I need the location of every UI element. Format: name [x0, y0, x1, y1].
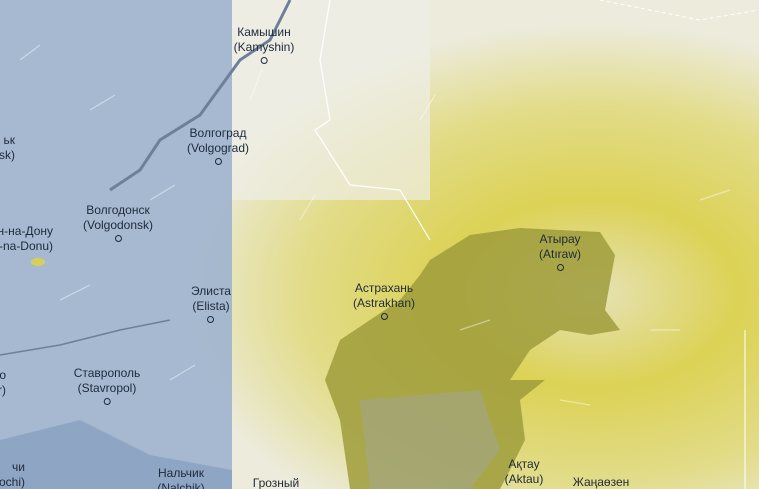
aerosol-spot — [31, 258, 45, 266]
city-name-en: (Volgograd) — [186, 141, 250, 155]
city-kamyshin[interactable]: Камышин (Kamyshin) — [233, 25, 295, 64]
city-marker-icon — [114, 235, 122, 242]
city-name-ru: Камышин — [237, 25, 291, 39]
city-grozny[interactable]: Грозный — [253, 476, 300, 489]
city-marker-icon — [556, 264, 564, 271]
city-name-ru: Грозный — [252, 476, 300, 489]
city-atyrau[interactable]: Атырау (Atıraw) — [539, 232, 581, 271]
city-sochi[interactable]: чи ochi) — [0, 460, 25, 489]
city-name-ru: о — [0, 368, 6, 382]
left-panel-overlay — [0, 0, 232, 489]
wind-streaks — [19, 44, 731, 406]
city-marker-icon — [207, 316, 215, 323]
border-line — [314, 0, 431, 241]
city-name-en: sk) — [0, 148, 15, 162]
city-volgodonsk[interactable]: Волгодонск (Volgodonsk) — [83, 203, 153, 242]
city-marker-icon — [260, 57, 268, 64]
mountains — [0, 420, 232, 489]
city-shakhty[interactable]: ьк sk) — [0, 133, 15, 163]
city-name-ru: Ақтау — [508, 457, 540, 471]
city-zhanaozen[interactable]: Жаңаөзен — [573, 475, 630, 489]
city-name-en: (Stavropol) — [77, 381, 137, 395]
city-name-ru: н-на-Дону — [0, 224, 53, 238]
city-elista[interactable]: Элиста (Elista) — [191, 284, 231, 323]
city-name-ru: Астрахань — [354, 281, 414, 295]
city-name-en: (Volgodonsk) — [82, 218, 154, 232]
city-name-en: (Astrakhan) — [352, 296, 416, 310]
city-name-ru: Ставрополь — [73, 366, 141, 380]
city-name-en: (Elista) — [192, 299, 230, 313]
city-name-ru: Элиста — [191, 284, 231, 298]
city-name-en: -na-Donu) — [0, 239, 53, 253]
clear-area — [230, 0, 430, 200]
city-name-ru: Нальчик — [158, 466, 204, 480]
city-name-en: (Atıraw) — [539, 247, 581, 261]
city-aktau[interactable]: Ақтау (Aktau) — [505, 457, 544, 487]
city-name-en: (Kamyshin) — [233, 40, 295, 54]
city-nalchik[interactable]: Нальчик (Nalchik) — [157, 466, 204, 489]
city-marker-icon — [214, 158, 222, 165]
city-name-en: (Nalchik) — [157, 481, 205, 489]
don-river — [0, 319, 171, 356]
city-name-en: r) — [0, 383, 6, 397]
city-stavropol[interactable]: Ставрополь (Stavropol) — [73, 366, 141, 405]
city-krasnodar[interactable]: оr) — [0, 368, 6, 398]
city-name-en: (Aktau) — [504, 472, 544, 486]
sea-haze — [360, 390, 500, 489]
city-name-ru: Жаңаөзен — [572, 475, 630, 489]
city-rostov[interactable]: н-на-Дону -na-Donu) — [0, 224, 53, 254]
region-border — [599, 0, 759, 21]
city-name-ru: Волгоград — [189, 126, 247, 140]
city-name-ru: ьк — [3, 133, 15, 147]
city-astrakhan[interactable]: Астрахань (Astrakhan) — [353, 281, 415, 320]
city-volgograd[interactable]: Волгоград (Volgograd) — [187, 126, 249, 165]
volga-river — [109, 0, 292, 192]
city-name-ru: чи — [12, 460, 25, 474]
city-name-en: ochi) — [0, 475, 25, 489]
city-marker-icon — [103, 398, 111, 405]
city-marker-icon — [380, 313, 388, 320]
city-name-ru: Волгодонск — [86, 203, 150, 217]
city-name-ru: Атырау — [539, 232, 581, 246]
